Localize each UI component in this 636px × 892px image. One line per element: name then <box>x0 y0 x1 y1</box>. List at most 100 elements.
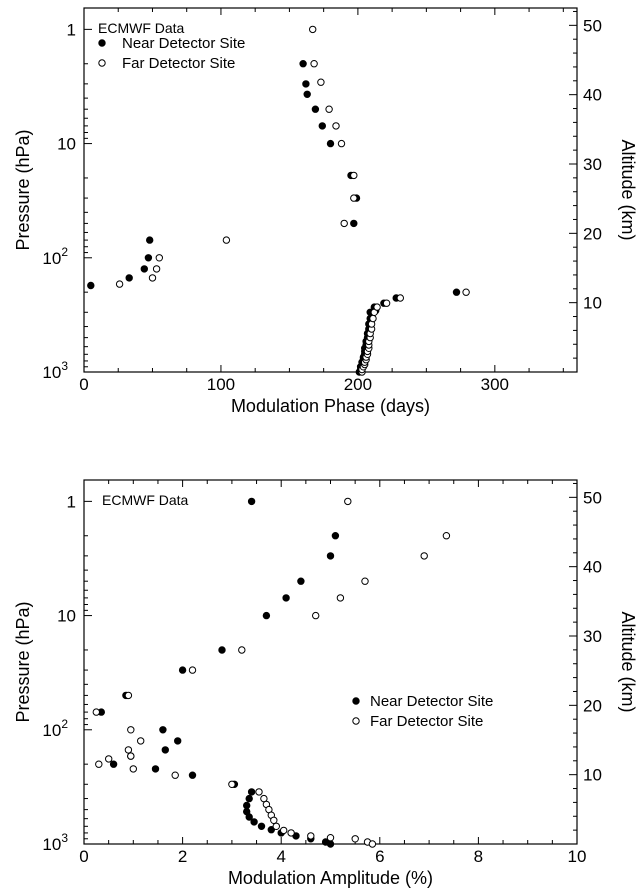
data-point-far <box>313 612 319 618</box>
data-point-far <box>374 304 380 310</box>
data-point-far <box>369 841 375 847</box>
data-point-near <box>147 237 153 243</box>
data-point-far <box>229 781 235 787</box>
data-point-far <box>383 300 389 306</box>
data-point-far <box>239 647 245 653</box>
y-axis-label: Pressure (hPa) <box>13 129 33 250</box>
data-point-near <box>327 140 333 146</box>
data-point-far <box>172 772 178 778</box>
data-point-near <box>319 123 325 129</box>
data-point-near <box>219 647 225 653</box>
data-point-far <box>362 578 368 584</box>
data-point-far <box>128 753 134 759</box>
y-tick-label: 1 <box>67 492 76 511</box>
y-tick-label: 10 <box>57 607 76 626</box>
y-tick-label: 10 <box>57 135 76 154</box>
data-point-far <box>125 692 131 698</box>
data-point-far <box>223 237 229 243</box>
data-point-far <box>153 266 159 272</box>
x-tick-label: 2 <box>178 847 187 866</box>
x-tick-label: 300 <box>481 375 509 394</box>
data-point-far <box>271 817 277 823</box>
data-point-far <box>310 26 316 32</box>
y-tick-label: 103 <box>42 359 68 382</box>
x-tick-label: 0 <box>79 847 88 866</box>
data-point-far <box>345 498 351 504</box>
x-tick-label: 6 <box>375 847 384 866</box>
data-point-far <box>351 195 357 201</box>
data-point-far <box>463 289 469 295</box>
chart-panel-1: 0 100 200 300 1 10 102 103 10 20 30 40 50 Modulation … <box>13 8 636 416</box>
data-point-near <box>298 578 304 584</box>
y-axis-label: Pressure (hPa) <box>13 601 33 722</box>
data-point-far <box>333 123 339 129</box>
x-tick-label: 10 <box>568 847 587 866</box>
data-point-near <box>453 289 459 295</box>
data-point-far <box>281 827 287 833</box>
data-point-near <box>160 727 166 733</box>
data-point-near <box>258 823 264 829</box>
data-point-near <box>162 747 168 753</box>
legend-marker <box>353 698 359 704</box>
y2-tick-label: 20 <box>583 224 602 243</box>
data-point-near <box>246 814 252 820</box>
data-point-far <box>130 766 136 772</box>
data-point-far <box>256 789 262 795</box>
legend-label: Near Detector Site <box>370 693 493 710</box>
data-point-near <box>327 841 333 847</box>
data-point-near <box>244 802 250 808</box>
data-point-far <box>443 533 449 539</box>
y2-axis-label: Altitude (km) <box>618 139 636 240</box>
data-point-near <box>327 553 333 559</box>
data-point-far <box>397 295 403 301</box>
data-point-near <box>152 766 158 772</box>
data-point-far <box>128 727 134 733</box>
data-point-near <box>263 612 269 618</box>
legend-marker <box>99 60 105 66</box>
y2-tick-label: 10 <box>583 766 602 785</box>
x-tick-label: 200 <box>344 375 372 394</box>
x-axis-label: Modulation Phase (days) <box>231 396 430 416</box>
x-tick-label: 8 <box>474 847 483 866</box>
data-point-far <box>370 315 376 321</box>
y2-tick-label: 40 <box>583 558 602 577</box>
x-tick-label: 100 <box>207 375 235 394</box>
data-point-far <box>311 61 317 67</box>
data-point-near <box>248 498 254 504</box>
data-point-near <box>248 789 254 795</box>
data-point-far <box>125 747 131 753</box>
data-point-far <box>318 79 324 85</box>
annotation-text: ECMWF Data <box>98 20 185 36</box>
data-point-far <box>327 835 333 841</box>
data-point-far <box>351 172 357 178</box>
data-point-near <box>246 795 252 801</box>
data-point-far <box>96 761 102 767</box>
data-point-near <box>351 220 357 226</box>
y-tick-label: 102 <box>42 245 68 268</box>
data-point-far <box>273 823 279 829</box>
data-point-near <box>303 81 309 87</box>
y-tick-label: 102 <box>42 717 68 740</box>
data-point-far <box>337 595 343 601</box>
data-point-far <box>308 833 314 839</box>
data-point-near <box>145 255 151 261</box>
y-tick-label: 1 <box>67 20 76 39</box>
y2-tick-label: 30 <box>583 155 602 174</box>
legend-label: Far Detector Site <box>122 55 235 72</box>
y-tick-label: 103 <box>42 831 68 854</box>
data-point-far <box>421 553 427 559</box>
annotation-text: ECMWF Data <box>102 492 189 508</box>
data-point-near <box>179 667 185 673</box>
data-point-near <box>189 772 195 778</box>
data-point-near <box>312 106 318 112</box>
legend-marker <box>353 718 359 724</box>
y2-tick-label: 30 <box>583 627 602 646</box>
x-tick-label: 0 <box>79 375 88 394</box>
data-point-near <box>283 595 289 601</box>
y2-axis-label: Altitude (km) <box>618 611 636 712</box>
data-point-near <box>304 91 310 97</box>
data-point-near <box>332 533 338 539</box>
data-point-near <box>110 761 116 767</box>
legend-label: Near Detector Site <box>122 35 245 52</box>
